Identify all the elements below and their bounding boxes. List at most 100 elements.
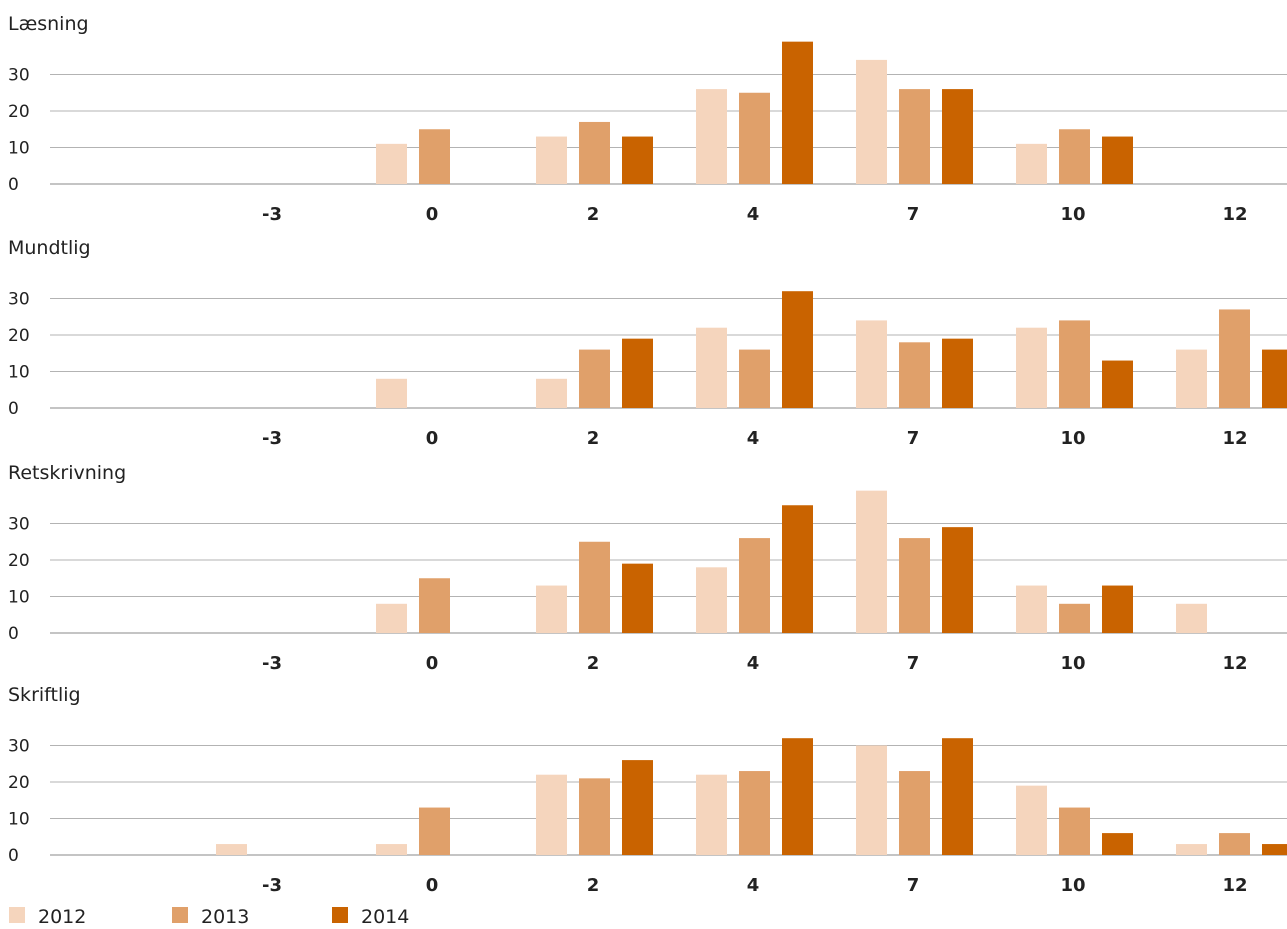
- bar-2013-4: [739, 538, 770, 633]
- y-tick-label: 30: [8, 515, 30, 535]
- bar-2013-0: [419, 578, 450, 633]
- bar-2013-0: [419, 129, 450, 184]
- bar-2012-0: [376, 603, 407, 633]
- panel-retskrivning: Retskrivning 0 10 20 30 -3 0 2 4 7 10 12: [8, 462, 1287, 674]
- x-tick-label: 2: [587, 204, 600, 225]
- x-tick-label: 7: [907, 428, 920, 449]
- x-tick-label: -3: [262, 204, 282, 225]
- x-tick-label: 4: [747, 428, 760, 449]
- x-tick-label: 12: [1222, 653, 1247, 674]
- y-tick-label: 20: [8, 551, 30, 571]
- x-tick-label: 0: [426, 653, 439, 674]
- bar-2014-4: [782, 41, 813, 185]
- legend-label: 2012: [38, 906, 86, 928]
- bar-2012-10: [1016, 327, 1047, 408]
- panel-mundtlig: Mundtlig 0 10 20 30 -3 0 2 4 7 10 12: [8, 237, 1287, 449]
- y-tick-label: 10: [8, 810, 30, 830]
- bar-2013-4: [739, 771, 770, 855]
- panel-skriftlig: Skriftlig 0 10 20 30 -3 0 2 4 7 10 12: [8, 684, 1287, 896]
- panel-title: Retskrivning: [8, 462, 126, 484]
- bar-2013-7: [899, 89, 930, 184]
- bar-2013-12: [1219, 309, 1250, 408]
- bar-2012-7: [856, 745, 887, 855]
- bar-2014-10: [1102, 833, 1133, 855]
- bar-2014-10: [1102, 585, 1133, 633]
- x-tick-label: -3: [262, 653, 282, 674]
- legend-swatch-2013: [172, 907, 188, 923]
- panel-title: Skriftlig: [8, 684, 81, 706]
- x-tick-label: 10: [1060, 428, 1085, 449]
- bar-2012-12: [1176, 349, 1207, 408]
- bar-2014-4: [782, 505, 813, 633]
- y-tick-label: 10: [8, 139, 30, 159]
- x-tick-label: 2: [587, 875, 600, 896]
- x-tick-label: 4: [747, 875, 760, 896]
- x-tick-label: 0: [426, 428, 439, 449]
- bar-2013-7: [899, 342, 930, 408]
- bar-2012-2: [536, 774, 567, 855]
- x-tick-label: 2: [587, 428, 600, 449]
- bar-2014-2: [622, 760, 653, 855]
- bar-2012-10: [1016, 785, 1047, 855]
- legend-swatch-2014: [332, 907, 348, 923]
- bar-2013-4: [739, 92, 770, 184]
- x-tick-label: 10: [1060, 653, 1085, 674]
- y-tick-label: 30: [8, 290, 30, 310]
- y-tick-label: 10: [8, 363, 30, 383]
- bar-2014-2: [622, 563, 653, 633]
- bar-2012-4: [696, 774, 727, 855]
- bar-2012-0: [376, 143, 407, 184]
- bar-2012-7: [856, 59, 887, 184]
- x-tick-label: 7: [907, 204, 920, 225]
- x-tick-label: 12: [1222, 875, 1247, 896]
- y-tick-label: 0: [8, 846, 19, 866]
- bar-2013-10: [1059, 320, 1090, 408]
- bar-2012-12: [1176, 603, 1207, 633]
- y-tick-label: 30: [8, 737, 30, 757]
- bar-2014-7: [942, 738, 973, 855]
- legend-label: 2013: [201, 906, 249, 928]
- x-tick-label: 10: [1060, 875, 1085, 896]
- bar-2014-2: [622, 338, 653, 408]
- panel-title: Mundtlig: [8, 237, 91, 259]
- x-tick-label: 4: [747, 204, 760, 225]
- y-tick-label: 20: [8, 102, 30, 122]
- bar-2013-7: [899, 771, 930, 855]
- bar-2012-4: [696, 567, 727, 633]
- bar-2014-12: [1262, 844, 1287, 855]
- bar-2014-10: [1102, 360, 1133, 408]
- bar-2013-10: [1059, 807, 1090, 855]
- x-tick-label: -3: [262, 428, 282, 449]
- bar-2014-2: [622, 136, 653, 184]
- bar-2013-0: [419, 807, 450, 855]
- x-tick-label: 0: [426, 875, 439, 896]
- bar-2014-7: [942, 527, 973, 633]
- bar-2013-2: [579, 349, 610, 408]
- x-tick-label: 0: [426, 204, 439, 225]
- bar-2014-4: [782, 291, 813, 408]
- bar-2012-2: [536, 378, 567, 408]
- bar-2013-10: [1059, 129, 1090, 184]
- bar-2012-10: [1016, 585, 1047, 633]
- x-tick-label: 2: [587, 653, 600, 674]
- bar-2012-0: [376, 378, 407, 408]
- x-tick-label: 10: [1060, 204, 1085, 225]
- bar-2012-7: [856, 490, 887, 633]
- bar-2014-10: [1102, 136, 1133, 184]
- bar-2014-12: [1262, 349, 1287, 408]
- x-tick-label: 4: [747, 653, 760, 674]
- bar-2013-2: [579, 541, 610, 633]
- bar-2013-2: [579, 121, 610, 184]
- y-tick-label: 0: [8, 624, 19, 644]
- bar-2013-10: [1059, 603, 1090, 633]
- bar-2012-12: [1176, 844, 1207, 855]
- bar-2012-4: [696, 327, 727, 408]
- x-tick-label: 7: [907, 653, 920, 674]
- x-tick-label: 12: [1222, 204, 1247, 225]
- y-tick-label: 20: [8, 326, 30, 346]
- bar-2012--3: [216, 844, 247, 855]
- bar-2012-2: [536, 585, 567, 633]
- bar-2013-7: [899, 538, 930, 633]
- y-tick-label: 20: [8, 773, 30, 793]
- x-tick-label: 12: [1222, 428, 1247, 449]
